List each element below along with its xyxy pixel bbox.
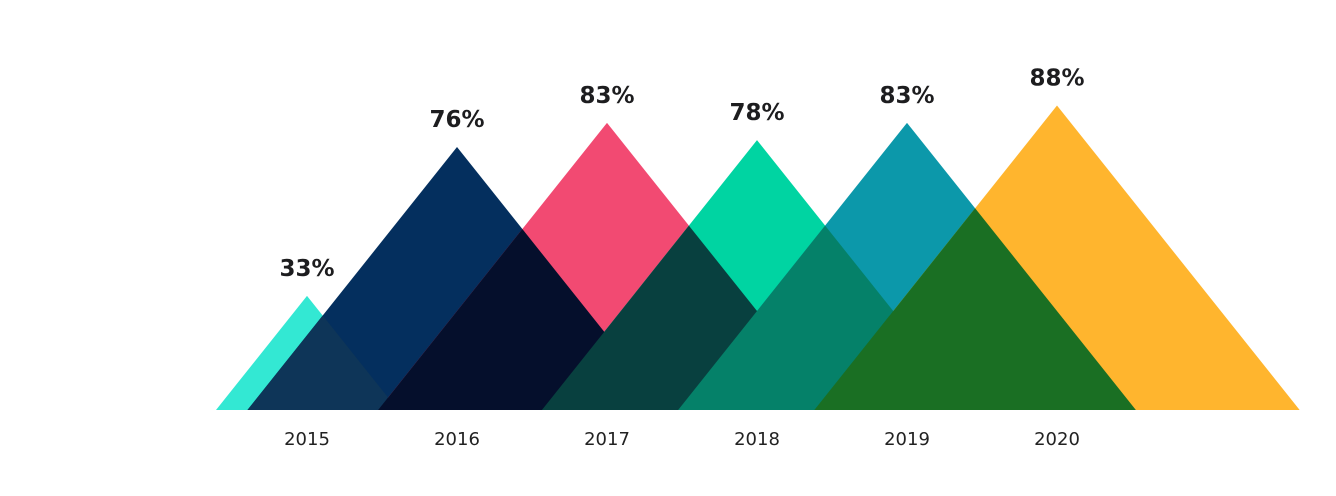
chart-overlaps xyxy=(247,208,1136,410)
category-label-2019: 2019 xyxy=(884,429,930,450)
category-label-2020: 2020 xyxy=(1034,429,1080,450)
value-label-2017: 83% xyxy=(579,83,634,109)
value-label-2018: 78% xyxy=(729,100,784,126)
category-label-2015: 2015 xyxy=(284,429,330,450)
category-label-2017: 2017 xyxy=(584,429,630,450)
value-label-2015: 33% xyxy=(279,256,334,282)
chart-value-labels: 33% 76% 83% 78% 83% 88% xyxy=(279,66,1084,282)
category-label-2016: 2016 xyxy=(434,429,480,450)
value-label-2016: 76% xyxy=(429,107,484,133)
value-label-2019: 83% xyxy=(879,83,934,109)
triangle-overlap-2019-2020 xyxy=(814,208,1136,410)
category-label-2018: 2018 xyxy=(734,429,780,450)
chart-category-labels: 2015 2016 2017 2018 2019 2020 xyxy=(284,429,1080,450)
triangle-overlap-2015-2016 xyxy=(247,315,398,410)
value-label-2020: 88% xyxy=(1029,66,1084,92)
